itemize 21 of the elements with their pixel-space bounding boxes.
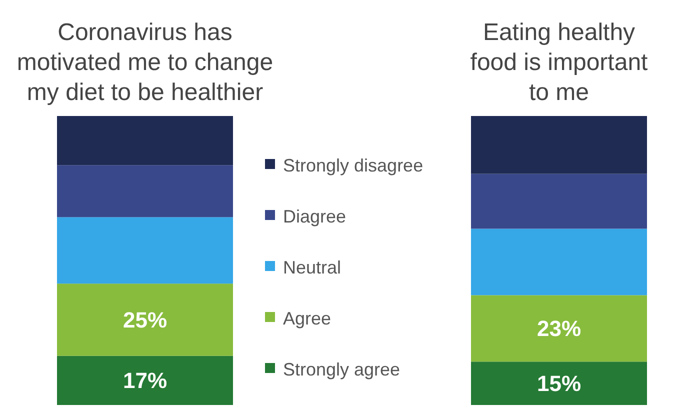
- legend-label: Agree: [283, 308, 332, 328]
- data-label: 17%: [122, 368, 168, 394]
- bar: [471, 362, 647, 405]
- bar: [57, 217, 233, 284]
- bar: [471, 228, 647, 296]
- x-tick-label: Coronavirus has motivated me to change my diet to be healthier: [16, 19, 274, 106]
- bar: [57, 165, 233, 218]
- bar: [471, 174, 647, 229]
- bar: [57, 116, 233, 166]
- bar: [471, 295, 647, 362]
- data-label: 23%: [536, 316, 582, 342]
- legend-label: Strongly agree: [283, 359, 400, 380]
- legend-label: Strongly disagree: [283, 155, 424, 176]
- bar: [471, 116, 647, 174]
- legend-label: Diagree: [283, 206, 346, 226]
- bar: [57, 284, 233, 356]
- bar: [57, 356, 233, 405]
- x-tick-label: Eating healthy food is important to me: [470, 19, 648, 106]
- data-label: 15%: [536, 371, 582, 396]
- data-label: 25%: [122, 307, 168, 332]
- legend-label: Neutral: [283, 257, 342, 278]
